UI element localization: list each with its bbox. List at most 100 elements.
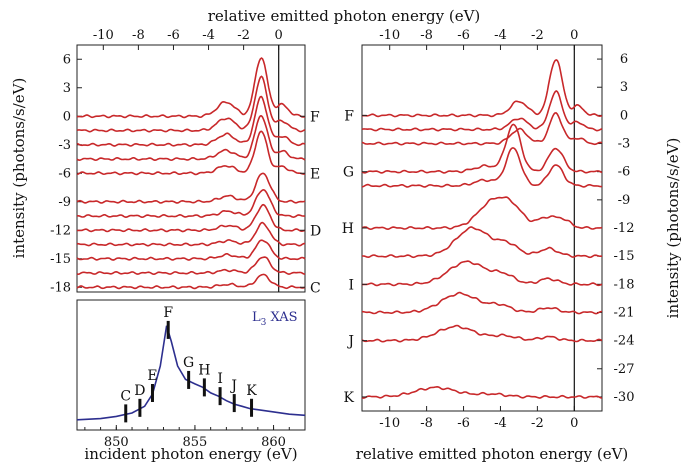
top-axis-title-left: relative emitted photon energy (eV) xyxy=(208,7,481,25)
spectrum-curve xyxy=(76,57,306,119)
spectrum-curve xyxy=(76,75,306,133)
y-axis-title-left: intensity (photons/s/eV) xyxy=(10,78,28,259)
spectrum-curve xyxy=(76,273,306,290)
y-tick-label: -30 xyxy=(614,390,635,405)
spectrum-curve xyxy=(76,115,306,162)
spectrum-curve xyxy=(361,112,603,146)
panel-rixs-right: relative emitted photon energy (eV) inte… xyxy=(342,28,682,463)
y-tick-label: 0 xyxy=(63,109,71,124)
curve-marker-label: J xyxy=(346,334,354,350)
y-tick-label: -6 xyxy=(618,165,631,180)
spectrum-curve xyxy=(361,147,603,188)
x-tick-label-top: 0 xyxy=(570,28,578,43)
curve-marker-label: I xyxy=(348,277,354,293)
spectrum-curve xyxy=(76,95,306,147)
y-tick-label: 3 xyxy=(63,81,71,96)
curve-group-left xyxy=(76,45,306,292)
xas-x-tick-label: 850 xyxy=(104,435,129,450)
spectrum-curve xyxy=(361,58,603,118)
x-tick-label-top: -2 xyxy=(531,28,544,43)
y-tick-label: -18 xyxy=(50,280,71,295)
spectrum-curve xyxy=(361,123,603,174)
x-tick-label-top: -4 xyxy=(494,28,507,43)
x-tick-label-bottom: -4 xyxy=(494,416,507,431)
curve-marker-label: G xyxy=(343,165,354,181)
spectrum-curve xyxy=(76,221,305,247)
tick-group-xas: 850 855 860 xyxy=(84,425,306,450)
xas-energy-marker-label: D xyxy=(134,383,145,399)
x-tick-label-bottom: -8 xyxy=(420,416,433,431)
spectrum-curve xyxy=(361,90,603,132)
xas-x-tick-label: 860 xyxy=(261,435,286,450)
y-tick-label: -12 xyxy=(50,223,71,238)
x-tick-label-top: -2 xyxy=(237,28,250,43)
x-tick-label-bottom: -6 xyxy=(457,416,470,431)
xas-x-tick-label: 855 xyxy=(183,435,208,450)
y-tick-label: 6 xyxy=(63,52,71,67)
curve-marker-group-left: F E D C xyxy=(300,109,321,296)
y-tick-label: -15 xyxy=(50,252,71,267)
tick-group-left: -10 -8 -6 -4 -2 0 6 3 0 -3 -6 -9 -12 -15 -18 xyxy=(50,28,283,295)
curve-marker-label: F xyxy=(310,109,320,125)
y-tick-label: -3 xyxy=(58,138,71,153)
curve-marker-label: E xyxy=(310,166,320,182)
xas-energy-marker-label: F xyxy=(163,305,173,321)
spectrum-curve xyxy=(77,188,306,219)
x-tick-label-top: -6 xyxy=(167,28,180,43)
curve-marker-label: K xyxy=(344,390,355,406)
spectrum-curve xyxy=(76,130,306,176)
curve-marker-label: H xyxy=(342,221,354,237)
spectrum-curve xyxy=(361,196,603,231)
x-tick-label-top: -10 xyxy=(93,28,114,43)
x-tick-label-bottom: -10 xyxy=(379,416,400,431)
xas-energy-marker-label: G xyxy=(183,355,194,371)
spectrum-curve xyxy=(76,203,306,233)
curve-marker-label: C xyxy=(310,280,321,296)
xas-label-sub: 3 xyxy=(261,318,267,328)
xas-energy-marker-label: E xyxy=(147,368,157,384)
x-tick-label-top: -10 xyxy=(379,28,400,43)
spectrum-curve xyxy=(361,324,603,343)
curve-marker-group-right: F G H I J K xyxy=(342,108,367,406)
xas-energy-marker-label: I xyxy=(217,371,223,387)
xas-label-base: L xyxy=(252,310,261,325)
x-tick-label-top: 0 xyxy=(275,28,283,43)
spectrum-curve xyxy=(76,172,306,204)
curve-marker-label: D xyxy=(310,223,321,239)
y-tick-label: -6 xyxy=(58,166,71,181)
x-tick-label-bottom: 0 xyxy=(570,416,578,431)
x-tick-label-top: -8 xyxy=(132,28,145,43)
y-tick-label: -15 xyxy=(614,249,635,264)
y-axis-title-right: intensity (photons/s/eV) xyxy=(664,138,682,319)
x-tick-label-top: -8 xyxy=(420,28,433,43)
y-tick-label: -3 xyxy=(618,137,631,152)
tick-group-right: -10 -8 -6 -4 -2 0 6 3 0 -3 -6 -9 -12 -15 -18 -21 -24 -27 -… xyxy=(379,28,634,431)
xas-label-rest: XAS xyxy=(266,310,297,325)
x-axis-title-xas: incident photon energy (eV) xyxy=(84,445,297,463)
xas-energy-marker-label: K xyxy=(246,383,257,399)
x-axis-title-right: relative emitted photon energy (eV) xyxy=(356,445,629,463)
xas-series-label: L3 XAS xyxy=(252,310,298,328)
xas-energy-marker-label: H xyxy=(198,362,210,378)
x-tick-label-top: -4 xyxy=(202,28,215,43)
spectrum-curve xyxy=(76,256,306,276)
frame-xas xyxy=(76,299,306,431)
y-tick-label: -27 xyxy=(614,362,635,377)
y-tick-label: 6 xyxy=(620,52,628,67)
spectrum-curve xyxy=(361,385,603,399)
y-tick-label: -24 xyxy=(614,334,635,349)
spectrum-curve xyxy=(76,239,306,261)
xas-energy-marker-label: J xyxy=(229,378,237,394)
y-tick-label: -18 xyxy=(614,277,635,292)
spectrum-curve xyxy=(362,226,602,259)
xas-curve xyxy=(76,325,306,421)
y-tick-label: -9 xyxy=(618,193,631,208)
y-tick-label: -9 xyxy=(58,195,71,210)
y-tick-label: -21 xyxy=(614,305,635,320)
y-tick-label: -12 xyxy=(614,221,635,236)
y-tick-label: 3 xyxy=(620,80,628,95)
curve-group-right xyxy=(361,45,603,411)
xas-energy-marker-label: C xyxy=(120,388,131,404)
x-tick-label-top: -6 xyxy=(457,28,470,43)
